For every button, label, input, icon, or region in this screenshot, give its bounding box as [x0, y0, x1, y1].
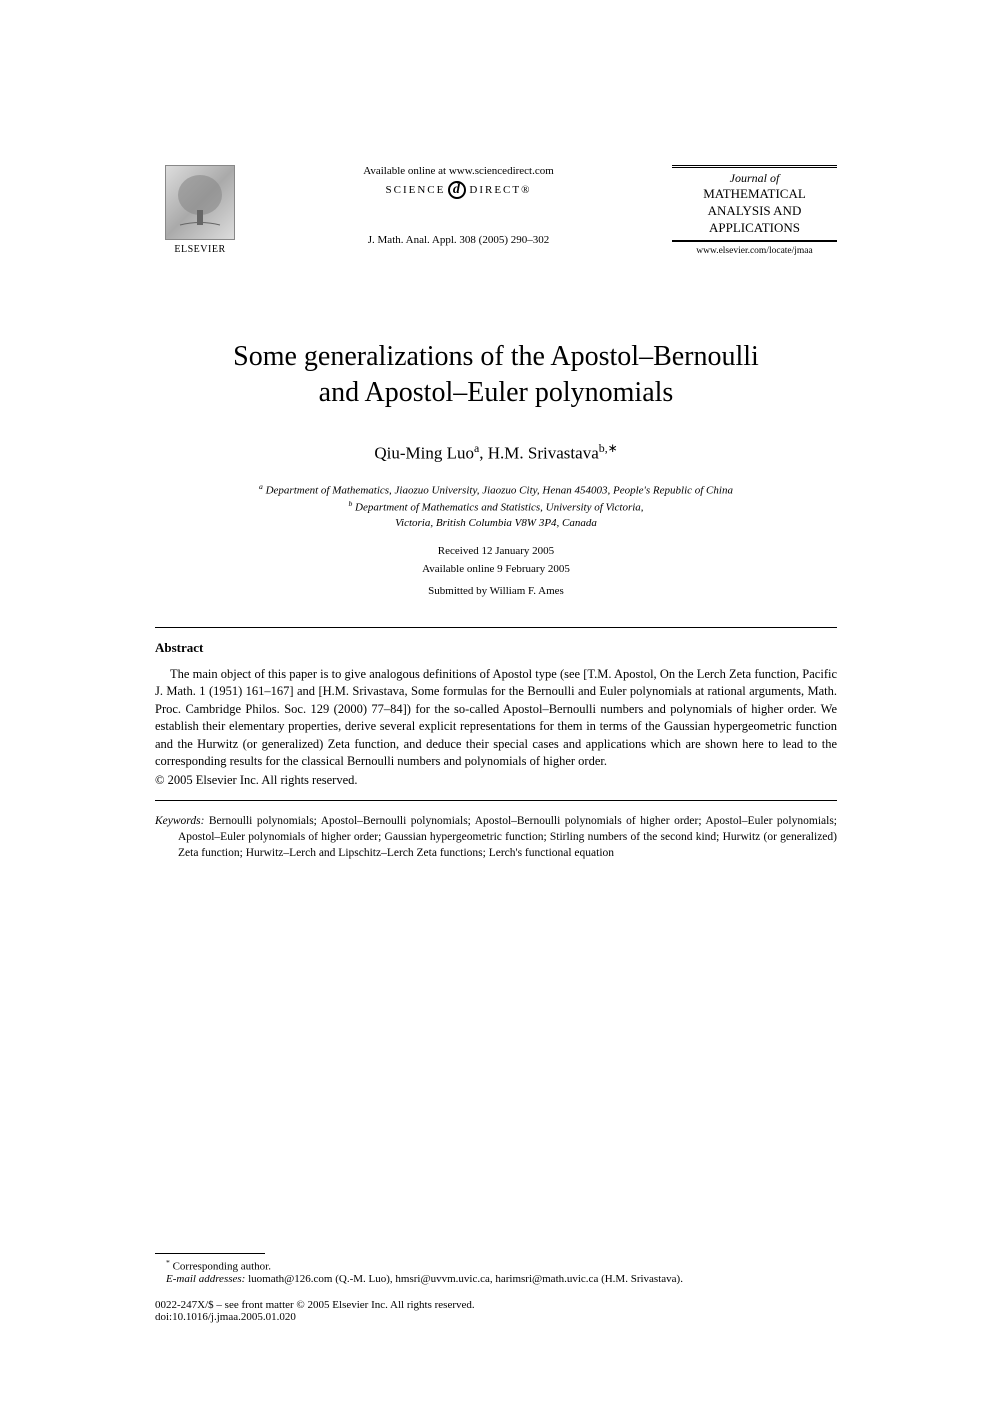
corresponding-text: Corresponding author.	[170, 1261, 271, 1273]
sd-left: SCIENCE	[386, 184, 446, 196]
doi-line: doi:10.1016/j.jmaa.2005.01.020	[155, 1311, 837, 1323]
keywords-block: Keywords: Bernoulli polynomials; Apostol…	[155, 813, 837, 861]
online-date: Available online 9 February 2005	[155, 560, 837, 579]
email-text: luomath@126.com (Q.-M. Luo), hmsri@uvvm.…	[248, 1273, 683, 1285]
rule-before-abstract	[155, 627, 837, 628]
sd-right: DIRECT®	[469, 184, 531, 196]
received-date: Received 12 January 2005	[155, 542, 837, 561]
author-separator: ,	[479, 444, 488, 463]
abstract-text: The main object of this paper is to give…	[155, 666, 837, 771]
corresponding-author-note: * Corresponding author.	[155, 1258, 837, 1273]
journal-reference: J. Math. Anal. Appl. 308 (2005) 290–302	[265, 234, 652, 246]
available-online-text: Available online at www.sciencedirect.co…	[265, 165, 652, 177]
elsevier-tree-icon	[165, 165, 235, 240]
keywords-text: Bernoulli polynomials; Apostol–Bernoulli…	[178, 815, 837, 859]
page-footer: * Corresponding author. E-mail addresses…	[155, 1253, 837, 1323]
author-2-sup: b,∗	[599, 441, 618, 455]
dates-block: Received 12 January 2005 Available onlin…	[155, 542, 837, 579]
journal-of-label: Journal of	[672, 171, 837, 186]
email-label: E-mail addresses:	[166, 1273, 248, 1285]
sd-globe-icon: d	[448, 181, 466, 199]
paper-page: ELSEVIER Available online at www.science…	[0, 0, 992, 1403]
abstract-copyright: © 2005 Elsevier Inc. All rights reserved…	[155, 773, 837, 788]
publisher-block: ELSEVIER	[155, 165, 245, 255]
keywords-label: Keywords:	[155, 815, 209, 827]
affil-a-text: Department of Mathematics, Jiaozuo Unive…	[263, 485, 733, 497]
issn-line: 0022-247X/$ – see front matter © 2005 El…	[155, 1299, 837, 1311]
science-direct-logo: SCIENCE d DIRECT®	[265, 181, 652, 199]
affiliations-block: a Department of Mathematics, Jiaozuo Uni…	[155, 482, 837, 531]
email-line: E-mail addresses: luomath@126.com (Q.-M.…	[155, 1273, 837, 1285]
journal-bottom-rule	[672, 240, 837, 242]
rule-after-abstract	[155, 800, 837, 801]
title-line-2: and Apostol–Euler polynomials	[319, 377, 674, 408]
footnote-rule	[155, 1253, 265, 1254]
journal-box: Journal of MATHEMATICAL ANALYSIS AND APP…	[672, 165, 837, 256]
journal-name-3: APPLICATIONS	[672, 220, 837, 237]
journal-name-2: ANALYSIS AND	[672, 203, 837, 220]
authors-line: Qiu-Ming Luoa, H.M. Srivastavab,∗	[155, 441, 837, 464]
affil-b-text2: Victoria, British Columbia V8W 3P4, Cana…	[395, 517, 597, 529]
affil-b-text: Department of Mathematics and Statistics…	[352, 502, 643, 514]
publisher-label: ELSEVIER	[174, 244, 225, 255]
journal-name-1: MATHEMATICAL	[672, 186, 837, 203]
author-2-name: H.M. Srivastava	[488, 444, 599, 463]
journal-top-rule	[672, 165, 837, 168]
center-header: Available online at www.sciencedirect.co…	[245, 165, 672, 246]
author-1-name: Qiu-Ming Luo	[374, 444, 474, 463]
paper-title: Some generalizations of the Apostol–Bern…	[155, 339, 837, 412]
header-row: ELSEVIER Available online at www.science…	[155, 165, 837, 264]
journal-url: www.elsevier.com/locate/jmaa	[672, 246, 837, 256]
abstract-heading: Abstract	[155, 640, 837, 656]
submitted-by: Submitted by William F. Ames	[155, 585, 837, 597]
title-line-1: Some generalizations of the Apostol–Bern…	[233, 341, 759, 372]
